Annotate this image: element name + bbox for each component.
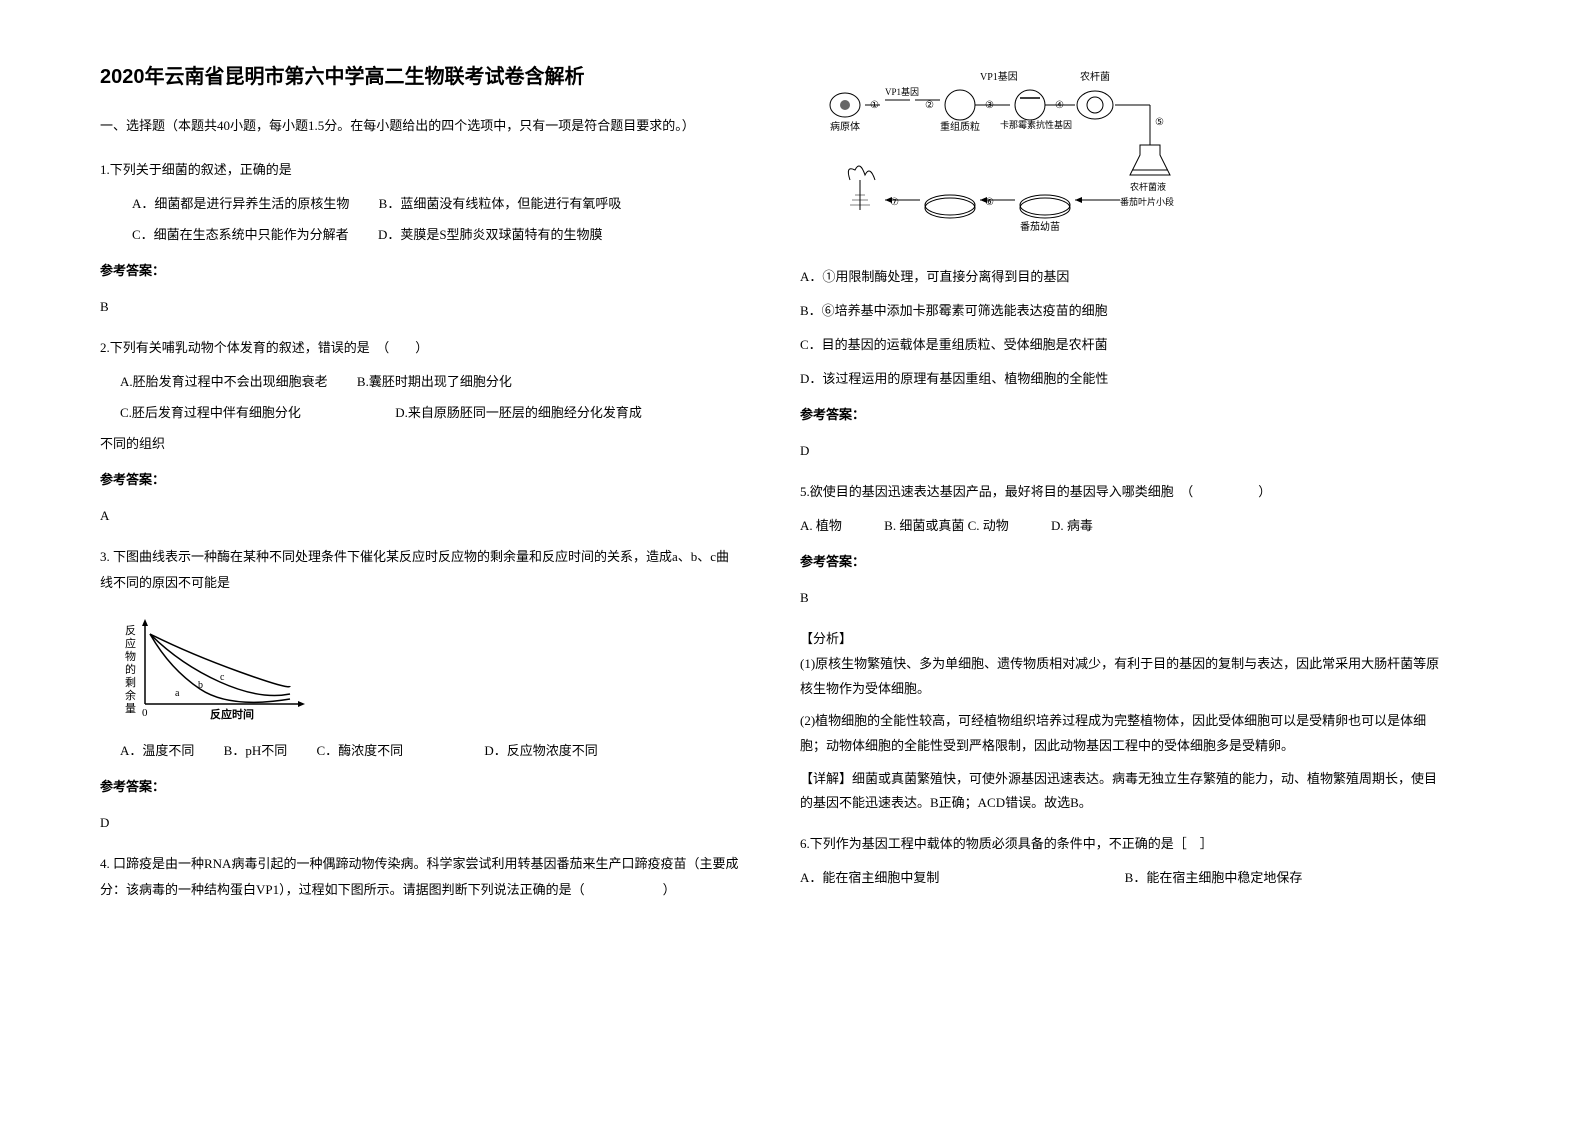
- chart-y-label-1: 反: [125, 624, 136, 637]
- chart-y-label-7: 量: [125, 702, 136, 715]
- q4-diagram: ① VP1基因 ② ③ VP1基因 ④ 农杆菌 病原体 重组质粒 卡那霉素抗性基…: [820, 70, 1200, 240]
- q5-analysis-1: (1)原核生物繁殖快、多为单细胞、遗传物质相对减少，有利于目的基因的复制与表达，…: [800, 652, 1440, 701]
- q2-answer: A: [100, 503, 740, 529]
- q3-opt-a: A．温度不同: [120, 743, 194, 758]
- q3-opt-b: B．pH不同: [224, 743, 288, 758]
- q2-answer-label: 参考答案：: [100, 467, 740, 493]
- diagram-vp1: VP1基因: [980, 70, 1018, 83]
- svg-text:⑤: ⑤: [1155, 117, 1164, 128]
- section-header: 一、选择题（本题共40小题，每小题1.5分。在每小题给出的四个选项中，只有一项是…: [100, 114, 740, 137]
- q2-opt-d-cont: 不同的组织: [100, 431, 740, 457]
- right-column: ① VP1基因 ② ③ VP1基因 ④ 农杆菌 病原体 重组质粒 卡那霉素抗性基…: [800, 60, 1440, 918]
- q2-opt-c: C.胚后发育过程中伴有细胞分化: [120, 405, 301, 420]
- chart-y-label-5: 剩: [125, 676, 136, 689]
- q1-opt-c: C．细菌在生态系统中只能作为分解者: [132, 227, 349, 242]
- q5-answer-label: 参考答案：: [800, 549, 1440, 575]
- q4-opt-d: D．该过程运用的原理有基因重组、植物细胞的全能性: [800, 366, 1440, 392]
- chart-y-label-4: 的: [125, 662, 136, 676]
- q1-opt-a: A．细菌都是进行异养生活的原核生物: [132, 196, 349, 211]
- q1-opt-b: B．蓝细菌没有线粒体，但能进行有氧呼吸: [379, 196, 622, 211]
- svg-text:②: ②: [925, 100, 934, 111]
- q5-detail-text: 细菌或真菌繁殖快，可使外源基因迅速表达。病毒无独立生存繁殖的能力，动、植物繁殖周…: [800, 771, 1437, 811]
- question-2: 2.下列有关哺乳动物个体发育的叙述，错误的是 （ ） A.胚胎发育过程中不会出现…: [100, 335, 740, 529]
- q4-opt-b: B．⑥培养基中添加卡那霉素可筛选能表达疫苗的细胞: [800, 298, 1440, 324]
- diagram-fanqie-xiaoduan: 番茄叶片小段: [1120, 196, 1174, 207]
- q4-opt-c: C．目的基因的运载体是重组质粒、受体细胞是农杆菌: [800, 332, 1440, 358]
- chart-origin: 0: [142, 707, 148, 719]
- question-4-options: A．①用限制酶处理，可直接分离得到目的基因 B．⑥培养基中添加卡那霉素可筛选能表…: [800, 264, 1440, 464]
- q4-answer-label: 参考答案：: [800, 402, 1440, 428]
- q3-options: A．温度不同 B．pH不同 C．酶浓度不同 D．反应物浓度不同: [120, 738, 740, 764]
- q5-opt-a: A. 植物: [800, 518, 842, 533]
- question-4-stem: 4. 口蹄疫是由一种RNA病毒引起的一种偶蹄动物传染病。科学家尝试利用转基因番茄…: [100, 851, 740, 903]
- diagram-fanqie-youmiao: 番茄幼苗: [1020, 220, 1060, 233]
- question-6: 6.下列作为基因工程中载体的物质必须具备的条件中，不正确的是［ ］ A．能在宿主…: [800, 831, 1440, 891]
- q2-options-ab: A.胚胎发育过程中不会出现细胞衰老 B.囊胚时期出现了细胞分化: [120, 369, 740, 395]
- q5-stem: 5.欲使目的基因迅速表达基因产品，最好将目的基因导入哪类细胞 （ ）: [800, 479, 1440, 505]
- chart-x-label: 反应时间: [210, 707, 254, 721]
- q5-opt-d: D. 病毒: [1051, 518, 1093, 533]
- q6-options-ab: A．能在宿主细胞中复制 B．能在宿主细胞中稳定地保存: [800, 865, 1440, 891]
- q5-opt-b: B. 细菌或真菌: [884, 518, 964, 533]
- chart-y-label-2: 应: [125, 636, 136, 650]
- q2-opt-b: B.囊胚时期出现了细胞分化: [357, 374, 512, 389]
- q6-stem: 6.下列作为基因工程中载体的物质必须具备的条件中，不正确的是［ ］: [800, 831, 1440, 857]
- question-1: 1.下列关于细菌的叙述，正确的是 A．细菌都是进行异养生活的原核生物 B．蓝细菌…: [100, 157, 740, 320]
- q5-opt-c: C. 动物: [968, 518, 1009, 533]
- q4-stem: 4. 口蹄疫是由一种RNA病毒引起的一种偶蹄动物传染病。科学家尝试利用转基因番茄…: [100, 851, 740, 903]
- question-5: 5.欲使目的基因迅速表达基因产品，最好将目的基因导入哪类细胞 （ ） A. 植物…: [800, 479, 1440, 816]
- page-container: 2020年云南省昆明市第六中学高二生物联考试卷含解析 一、选择题（本题共40小题…: [0, 0, 1587, 958]
- diagram-bingyuanti: 病原体: [830, 120, 860, 133]
- q5-detail-label: 【详解】: [800, 771, 852, 786]
- chart-y-label-6: 余: [125, 688, 136, 702]
- q1-answer-label: 参考答案：: [100, 258, 740, 284]
- q6-opt-a: A．能在宿主细胞中复制: [800, 870, 939, 885]
- curve-c-label: c: [220, 672, 225, 683]
- q1-stem: 1.下列关于细菌的叙述，正确的是: [100, 157, 740, 183]
- q3-chart: 反 应 物 的 剩 余 量 0 反应时间 a b c: [120, 614, 320, 724]
- curve-b-label: b: [198, 680, 203, 691]
- q3-answer-label: 参考答案：: [100, 774, 740, 800]
- q3-stem: 3. 下图曲线表示一种酶在某种不同处理条件下催化某反应时反应物的剩余量和反应时间…: [100, 544, 740, 596]
- q3-answer: D: [100, 810, 740, 836]
- diagram-kana: 卡那霉素抗性基因: [1000, 119, 1072, 130]
- q1-options-cd: C．细菌在生态系统中只能作为分解者 D．荚膜是S型肺炎双球菌特有的生物膜: [132, 222, 740, 248]
- q5-options: A. 植物 B. 细菌或真菌 C. 动物 D. 病毒: [800, 513, 1440, 539]
- chart-y-label-3: 物: [125, 649, 136, 663]
- exam-title: 2020年云南省昆明市第六中学高二生物联考试卷含解析: [100, 60, 740, 89]
- q1-answer: B: [100, 294, 740, 320]
- q4-answer: D: [800, 438, 1440, 464]
- q5-analysis-2: (2)植物细胞的全能性较高，可经植物组织培养过程成为完整植物体，因此受体细胞可以…: [800, 709, 1440, 758]
- q2-opt-a: A.胚胎发育过程中不会出现细胞衰老: [120, 374, 328, 389]
- diagram-nonggan: 农杆菌: [1080, 70, 1110, 83]
- q1-opt-d: D．荚膜是S型肺炎双球菌特有的生物膜: [378, 227, 603, 242]
- left-column: 2020年云南省昆明市第六中学高二生物联考试卷含解析 一、选择题（本题共40小题…: [100, 60, 740, 918]
- q6-opt-b: B．能在宿主细胞中稳定地保存: [1125, 870, 1303, 885]
- q3-opt-d: D．反应物浓度不同: [484, 743, 597, 758]
- question-3: 3. 下图曲线表示一种酶在某种不同处理条件下催化某反应时反应物的剩余量和反应时间…: [100, 544, 740, 836]
- diagram-vp1-small: VP1基因: [885, 86, 919, 97]
- q5-analysis-label: 【分析】: [800, 626, 1440, 652]
- q1-options-ab: A．细菌都是进行异养生活的原核生物 B．蓝细菌没有线粒体，但能进行有氧呼吸: [132, 191, 740, 217]
- q2-stem: 2.下列有关哺乳动物个体发育的叙述，错误的是 （ ）: [100, 335, 740, 361]
- q2-options-cd: C.胚后发育过程中伴有细胞分化 D.来自原肠胚同一胚层的细胞经分化发育成: [120, 400, 740, 426]
- diagram-nongganye: 农杆菌液: [1130, 181, 1166, 192]
- q2-opt-d: D.来自原肠胚同一胚层的细胞经分化发育成: [395, 405, 642, 420]
- curve-a-label: a: [175, 688, 180, 699]
- q4-opt-a: A．①用限制酶处理，可直接分离得到目的基因: [800, 264, 1440, 290]
- q3-opt-c: C．酶浓度不同: [316, 743, 403, 758]
- diagram-chongzu: 重组质粒: [940, 120, 980, 133]
- q5-answer: B: [800, 585, 1440, 611]
- q5-detail: 【详解】细菌或真菌繁殖快，可使外源基因迅速表达。病毒无独立生存繁殖的能力，动、植…: [800, 767, 1440, 816]
